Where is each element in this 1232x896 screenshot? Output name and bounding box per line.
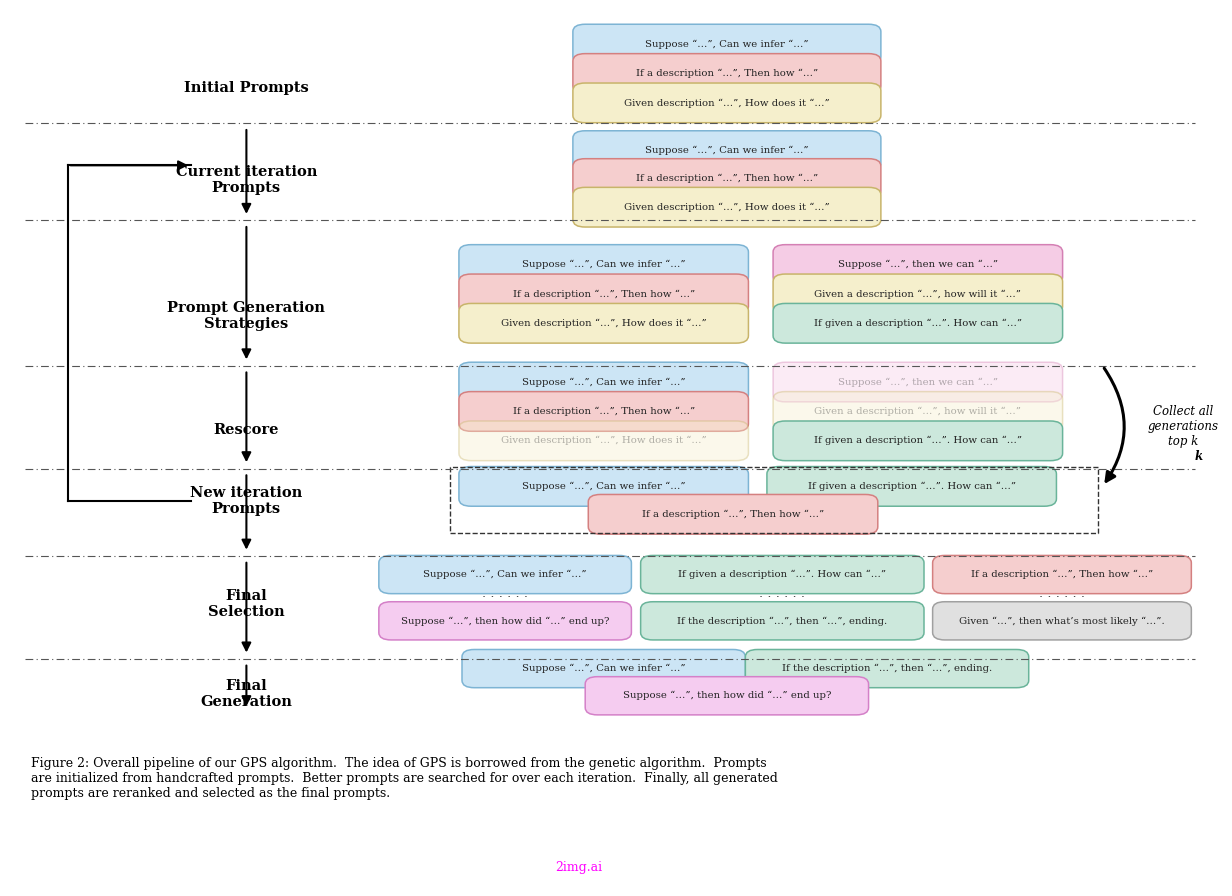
FancyBboxPatch shape [774, 245, 1062, 284]
FancyBboxPatch shape [573, 159, 881, 198]
FancyBboxPatch shape [462, 650, 745, 688]
FancyBboxPatch shape [460, 362, 749, 402]
Text: Given description “…”, How does it “…”: Given description “…”, How does it “…” [500, 436, 707, 445]
Text: 2img.ai: 2img.ai [556, 860, 602, 874]
Text: Final
Generation: Final Generation [201, 679, 292, 710]
FancyBboxPatch shape [641, 602, 924, 640]
Text: If a description “…”, Then how “…”: If a description “…”, Then how “…” [513, 289, 695, 298]
FancyBboxPatch shape [573, 187, 881, 227]
FancyBboxPatch shape [460, 421, 749, 461]
Text: Suppose “…”, Can we infer “…”: Suppose “…”, Can we infer “…” [424, 570, 586, 579]
FancyBboxPatch shape [379, 556, 632, 594]
Text: · · · · · ·: · · · · · · [1039, 590, 1085, 604]
FancyBboxPatch shape [774, 421, 1062, 461]
Text: Given “…”, then what’s most likely “…”.: Given “…”, then what’s most likely “…”. [958, 616, 1165, 625]
FancyBboxPatch shape [460, 467, 749, 506]
Text: Rescore: Rescore [213, 423, 280, 437]
Text: If a description “…”, Then how “…”: If a description “…”, Then how “…” [642, 510, 824, 519]
Text: Given description “…”, How does it “…”: Given description “…”, How does it “…” [500, 319, 707, 328]
FancyBboxPatch shape [933, 556, 1191, 594]
Text: Suppose “…”, Can we infer “…”: Suppose “…”, Can we infer “…” [522, 482, 685, 491]
FancyBboxPatch shape [641, 556, 924, 594]
FancyBboxPatch shape [573, 83, 881, 123]
FancyBboxPatch shape [573, 24, 881, 64]
FancyBboxPatch shape [774, 392, 1062, 431]
Text: If a description “…”, Then how “…”: If a description “…”, Then how “…” [971, 570, 1153, 579]
Text: Final
Selection: Final Selection [208, 589, 285, 619]
Text: · · · · · ·: · · · · · · [759, 590, 806, 604]
Text: New iteration
Prompts: New iteration Prompts [190, 486, 303, 516]
Text: Suppose “…”, then we can “…”: Suppose “…”, then we can “…” [838, 377, 998, 387]
Text: If given a description “…”. How can “…”: If given a description “…”. How can “…” [814, 319, 1021, 328]
Text: Given a description “…”, how will it “…”: Given a description “…”, how will it “…” [814, 407, 1021, 416]
FancyBboxPatch shape [573, 131, 881, 170]
FancyBboxPatch shape [460, 392, 749, 431]
Text: Prompt Generation
Strategies: Prompt Generation Strategies [168, 301, 325, 331]
FancyBboxPatch shape [585, 676, 869, 715]
Text: Given description “…”, How does it “…”: Given description “…”, How does it “…” [623, 202, 830, 211]
Text: If the description “…”, then “…”, ending.: If the description “…”, then “…”, ending… [782, 664, 992, 673]
Text: Suppose “…”, Can we infer “…”: Suppose “…”, Can we infer “…” [646, 39, 808, 48]
Text: Suppose “…”, then we can “…”: Suppose “…”, then we can “…” [838, 260, 998, 269]
FancyBboxPatch shape [766, 467, 1056, 506]
Text: Suppose “…”, Can we infer “…”: Suppose “…”, Can we infer “…” [646, 146, 808, 155]
Text: If given a description “…”. How can “…”: If given a description “…”. How can “…” [814, 436, 1021, 445]
FancyBboxPatch shape [460, 304, 749, 343]
FancyBboxPatch shape [774, 304, 1062, 343]
FancyBboxPatch shape [774, 362, 1062, 402]
Text: If given a description “…”. How can “…”: If given a description “…”. How can “…” [808, 482, 1015, 491]
FancyBboxPatch shape [589, 495, 877, 534]
Text: If a description “…”, Then how “…”: If a description “…”, Then how “…” [513, 407, 695, 416]
Text: If given a description “…”. How can “…”: If given a description “…”. How can “…” [679, 570, 886, 579]
Text: Given description “…”, How does it “…”: Given description “…”, How does it “…” [623, 99, 830, 108]
FancyBboxPatch shape [745, 650, 1029, 688]
Text: Collect all
generations
top k: Collect all generations top k [1147, 405, 1218, 448]
Text: Suppose “…”, Can we infer “…”: Suppose “…”, Can we infer “…” [522, 260, 685, 269]
Text: If a description “…”, Then how “…”: If a description “…”, Then how “…” [636, 174, 818, 183]
FancyBboxPatch shape [460, 245, 749, 284]
Text: Initial Prompts: Initial Prompts [184, 82, 309, 95]
Text: Suppose “…”, Can we infer “…”: Suppose “…”, Can we infer “…” [522, 664, 685, 673]
Text: k: k [1195, 451, 1202, 463]
FancyBboxPatch shape [460, 274, 749, 314]
Text: Suppose “…”, then how did “…” end up?: Suppose “…”, then how did “…” end up? [400, 616, 610, 625]
FancyBboxPatch shape [933, 602, 1191, 640]
FancyBboxPatch shape [379, 602, 632, 640]
Text: Current iteration
Prompts: Current iteration Prompts [176, 165, 317, 195]
Text: If the description “…”, then “…”, ending.: If the description “…”, then “…”, ending… [678, 616, 887, 625]
Text: · · · · · ·: · · · · · · [482, 590, 529, 604]
Text: Suppose “…”, then how did “…” end up?: Suppose “…”, then how did “…” end up? [622, 691, 832, 701]
Text: If a description “…”, Then how “…”: If a description “…”, Then how “…” [636, 69, 818, 78]
Text: Figure 2: Overall pipeline of our GPS algorithm.  The idea of GPS is borrowed fr: Figure 2: Overall pipeline of our GPS al… [31, 757, 777, 800]
FancyBboxPatch shape [774, 274, 1062, 314]
Text: Given a description “…”, how will it “…”: Given a description “…”, how will it “…” [814, 289, 1021, 298]
FancyBboxPatch shape [573, 54, 881, 93]
Text: Suppose “…”, Can we infer “…”: Suppose “…”, Can we infer “…” [522, 377, 685, 387]
